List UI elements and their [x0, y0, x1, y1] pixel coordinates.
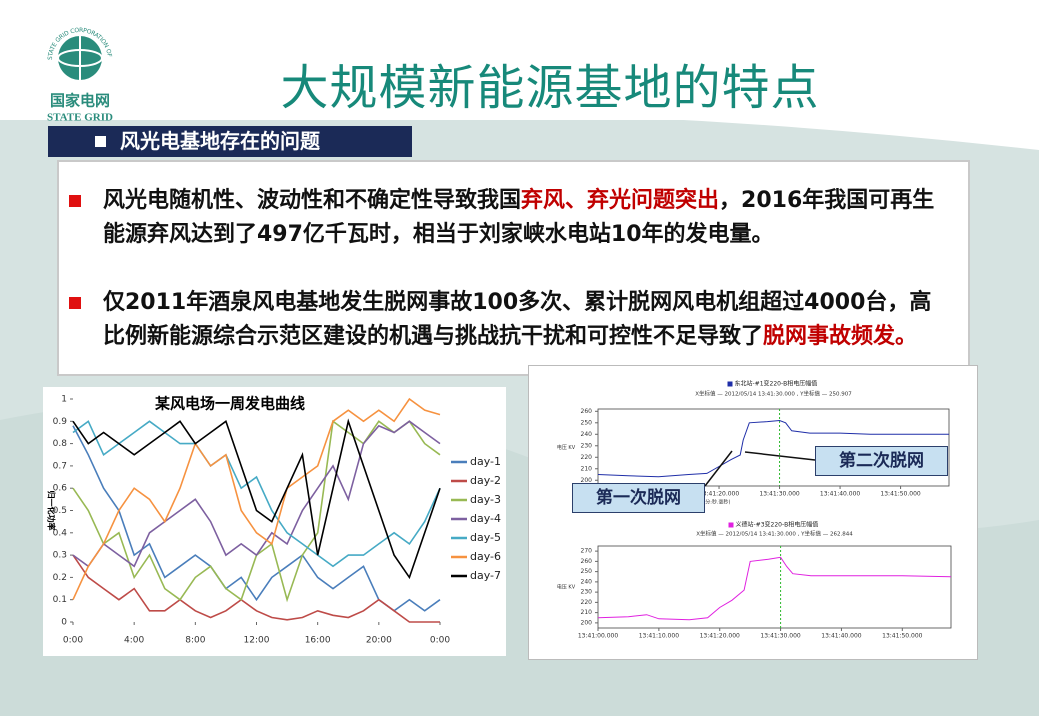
- x-tick-label: 8:00: [185, 636, 205, 646]
- x-tick-label: 0:00: [63, 636, 83, 646]
- x-tick-label: 13:41:30.000: [759, 491, 799, 498]
- y-tick-label: 0.6: [53, 484, 68, 494]
- series-line: [72, 425, 441, 612]
- x-tick-label: 13:41:10.000: [639, 633, 679, 640]
- text-box: 风光电随机性、波动性和不确定性导致我国弃风、弃光问题突出，2016年我国可再生能…: [57, 160, 970, 376]
- y-tick-label: 0.8: [53, 439, 68, 449]
- y-tick-label: 220: [581, 599, 593, 606]
- legend-label: day-6: [470, 550, 501, 563]
- y-tick-label: 0: [61, 618, 67, 628]
- section-tag: 风光电基地存在的问题: [48, 126, 412, 157]
- y-tick-label: 0.3: [53, 551, 67, 561]
- section-title: 风光电基地存在的问题: [120, 129, 320, 153]
- bullet-segment: ，2016年我国可再生能源弃风达到了497亿千瓦时，相当于刘家峡水电站10年的发…: [103, 188, 935, 247]
- legend-label: day-4: [470, 512, 501, 525]
- logo-name: 国家电网: [50, 92, 110, 110]
- legend-label: day-1: [470, 455, 501, 468]
- y-tick-label: 0.9: [53, 417, 68, 427]
- y-tick-label: 200: [581, 477, 593, 484]
- legend-label: 东北站-#1变220-B相电压幅值: [735, 380, 818, 388]
- y-tick-label: 210: [581, 465, 593, 472]
- y-tick-label: 240: [581, 578, 593, 585]
- bullet: 仅2011年酒泉风电基地发生脱网事故100多次、累计脱网风电机组超过4000台，…: [69, 286, 949, 354]
- chart-panel: 某风电场一周发电曲线 0 0.1 0.2 0.3 0.4 0.5 0.6 0.7 0.8 0.9 1 0…: [43, 387, 506, 656]
- y-tick-label: 0.1: [53, 595, 67, 605]
- bullet-text: 风光电随机性、波动性和不确定性导致我国弃风、弃光问题突出，2016年我国可再生能…: [103, 184, 949, 252]
- legend-swatch: [727, 381, 733, 387]
- x-tick-label: 13:41:40.000: [821, 633, 861, 640]
- y-tick-label: 230: [581, 589, 593, 596]
- y-tick-label: 200: [581, 619, 593, 626]
- x-tick-label: 16:00: [305, 636, 331, 646]
- legend-label: day-7: [470, 569, 501, 582]
- x-tick-label: 13:41:00.000: [578, 633, 618, 640]
- chart: 200 210 220 230 240 250 260 13:41:20.000 13:41:3…: [557, 380, 950, 506]
- series-line: [72, 418, 441, 580]
- plot-frame: [597, 408, 950, 487]
- legend-swatch: [728, 522, 734, 528]
- x-tick-label: 13:41:40.000: [820, 491, 860, 498]
- x-tick-label: 13:41:20.000: [700, 633, 740, 640]
- bullet-segment: 脱网事故频发。: [763, 324, 918, 349]
- x-tick-label: 20:00: [366, 636, 392, 646]
- series-line: [72, 397, 441, 601]
- series-line: [597, 556, 952, 621]
- series-line: [597, 419, 949, 478]
- x-tick-label: 4:00: [124, 636, 144, 646]
- y-axis-label: 电压 KV: [557, 444, 576, 451]
- legend-label: 义德站-#3变220-B相电压幅值: [736, 521, 819, 529]
- y-tick-label: 240: [581, 431, 593, 438]
- x-tick-label: 12:00: [244, 636, 270, 646]
- callout: 第二次脱网: [815, 446, 948, 476]
- bullet-text: 仅2011年酒泉风电基地发生脱网事故100多次、累计脱网风电机组超过4000台，…: [103, 286, 949, 354]
- series-line: [72, 420, 441, 568]
- bullet-mark: [69, 297, 81, 309]
- y-tick-label: 210: [581, 609, 593, 616]
- callout: 第一次脱网: [572, 483, 705, 513]
- chart-subtitle: X坐标值 — 2012/05/14 13:41:30.000 , Y坐标值 — …: [696, 530, 853, 538]
- bullet-segment: 弃风、弃光问题突出: [521, 188, 720, 213]
- plot-frame: [597, 545, 952, 629]
- y-tick-label: 250: [581, 419, 593, 426]
- bullet: 风光电随机性、波动性和不确定性导致我国弃风、弃光问题突出，2016年我国可再生能…: [69, 184, 949, 252]
- chart-title: 某风电场一周发电曲线: [155, 395, 305, 413]
- y-tick-label: 1: [61, 395, 67, 405]
- y-tick-label: 0.5: [53, 506, 67, 516]
- x-tick-label: 0:00: [430, 636, 450, 646]
- chart: 某风电场一周发电曲线 0 0.1 0.2 0.3 0.4 0.5 0.6 0.7 0.8 0.9 1 0…: [47, 395, 502, 646]
- y-tick-label: 0.4: [53, 528, 68, 538]
- y-tick-label: 260: [581, 408, 593, 415]
- x-tick-label: 13:41:30.000: [760, 633, 800, 640]
- y-tick-label: 270: [581, 548, 593, 555]
- bullet-segment: 仅2011年酒泉风电基地发生脱网事故100多次、累计脱网风电机组超过4000台，…: [103, 290, 932, 349]
- chart-subtitle: X坐标值 — 2012/05/14 13:41:30.000 , Y坐标值 — …: [695, 390, 852, 398]
- y-tick-label: 230: [581, 442, 593, 449]
- y-tick-label: 0.2: [53, 573, 67, 583]
- x-tick-label: 13:41:50.000: [880, 491, 920, 498]
- section-square: [95, 136, 106, 147]
- legend-label: day-2: [470, 474, 501, 487]
- series-line: [72, 420, 441, 568]
- bullet-segment: 风光电随机性、波动性和不确定性导致我国: [103, 188, 522, 213]
- legend-label: day-5: [470, 531, 501, 544]
- series-line: [72, 554, 440, 623]
- y-axis-label: 电压 KV: [557, 584, 576, 591]
- slide-title: 大规模新能源基地的特点: [280, 60, 820, 116]
- x-tick-label: 13:41:50.000: [882, 633, 922, 640]
- legend-label: day-3: [470, 493, 501, 506]
- bullet-mark: [69, 195, 81, 207]
- y-axis-label: 归一化功率: [47, 491, 57, 531]
- y-tick-label: 260: [581, 558, 593, 565]
- y-tick-label: 250: [581, 568, 593, 575]
- chart: 200 210 220 230 240 250 260 270 13:41:00.000 13:4…: [557, 521, 952, 640]
- x-tick-label: 13:41:20.000: [699, 491, 739, 498]
- x-axis-label: (时:分:秒.毫秒): [697, 499, 731, 506]
- y-tick-label: 0.7: [53, 461, 67, 471]
- logo-english: STATE GRID: [47, 112, 113, 124]
- y-tick-label: 220: [581, 454, 593, 461]
- background-curve: [0, 0, 1039, 150]
